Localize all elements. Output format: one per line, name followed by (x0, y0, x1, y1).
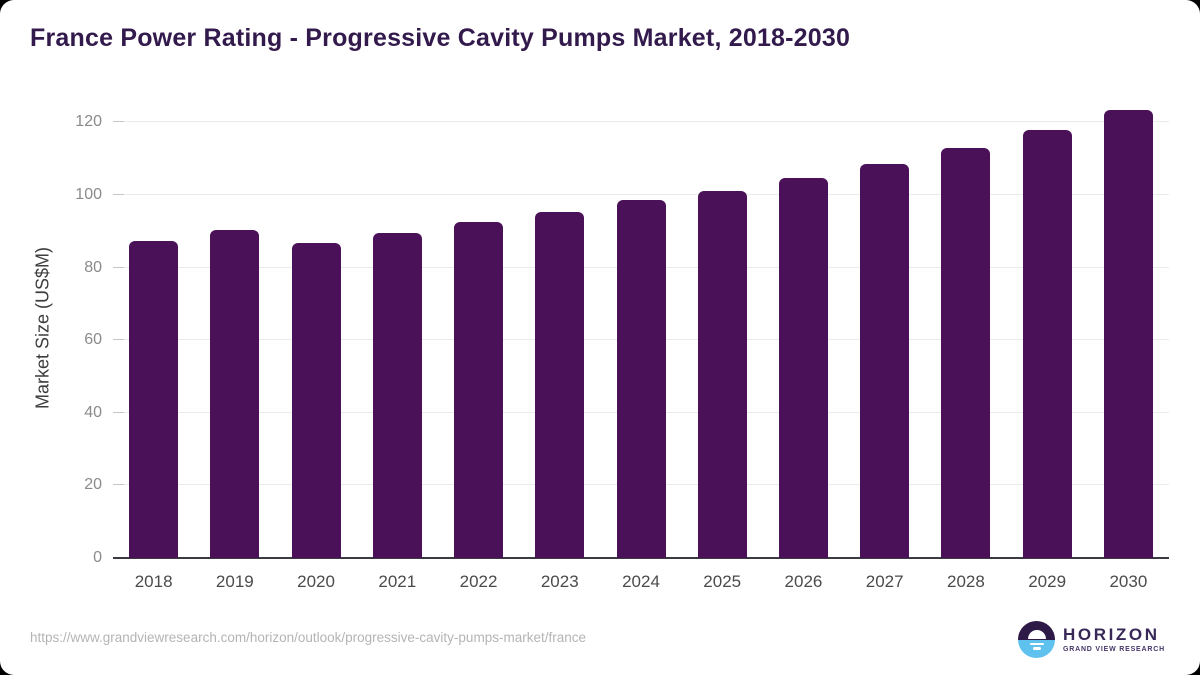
y-tick-label-0: 0 (93, 549, 102, 566)
x-tick-label-2024: 2024 (622, 572, 660, 591)
page-title: France Power Rating - Progressive Cavity… (30, 24, 851, 52)
horizon-logo: HORIZON GRAND VIEW RESEARCH (1018, 621, 1165, 658)
bar-2020[interactable] (291, 243, 341, 558)
x-axis-line (113, 557, 1169, 559)
y-tick-label-120: 120 (75, 113, 102, 131)
y-tick-mark (113, 484, 124, 486)
bar-2028[interactable] (941, 147, 991, 558)
y-tick-label-60: 60 (84, 331, 102, 349)
y-tick-mark (113, 121, 124, 123)
bar-2025[interactable] (697, 191, 747, 558)
bar-2022[interactable] (454, 221, 504, 558)
y-tick-mark (113, 194, 124, 195)
y-tick-mark (113, 411, 124, 413)
y-tick-label-80: 80 (84, 258, 102, 276)
bar-2026[interactable] (778, 177, 828, 558)
gridline-120 (113, 121, 1169, 123)
x-tick-label-2021: 2021 (378, 572, 417, 591)
logo-sun-dome (1027, 630, 1046, 639)
logo-ripple (1029, 642, 1044, 645)
y-axis-title: Market Size (US$M) (32, 246, 53, 410)
bar-2019[interactable] (210, 229, 260, 558)
bar-2018[interactable] (129, 240, 179, 558)
bar-2023[interactable] (535, 212, 585, 558)
x-tick-label-2026: 2026 (784, 572, 823, 591)
x-tick-label-2019: 2019 (215, 572, 254, 591)
x-tick-label-2028: 2028 (947, 572, 985, 591)
horizon-logo-icon (1018, 621, 1055, 658)
y-tick-label-100: 100 (75, 186, 102, 203)
y-tick-mark (113, 339, 124, 341)
logo-ripple (1032, 647, 1041, 650)
x-tick-label-2018: 2018 (134, 572, 173, 591)
x-tick-label-2023: 2023 (540, 572, 579, 591)
bar-2029[interactable] (1022, 130, 1072, 558)
y-tick-label-40: 40 (84, 403, 102, 421)
x-tick-label-2029: 2029 (1028, 572, 1067, 591)
bar-2027[interactable] (860, 163, 910, 558)
logo-text-block: HORIZON GRAND VIEW RESEARCH (1063, 625, 1165, 654)
y-tick-mark (113, 266, 124, 268)
x-tick-label-2030: 2030 (1109, 572, 1148, 591)
gridline-100 (113, 194, 1169, 195)
bar-chart-plot-area: 0 20 40 60 80 100 120 2018 2019 2020 2021 2022 2023 2… (75, 110, 1169, 591)
logo-name: HORIZON (1063, 625, 1160, 644)
bar-2030[interactable] (1103, 110, 1153, 558)
x-tick-label-2025: 2025 (703, 572, 742, 591)
source-url: https://www.grandviewresearch.com/horizo… (30, 630, 586, 645)
x-tick-label-2022: 2022 (459, 572, 498, 591)
logo-subtitle: GRAND VIEW RESEARCH (1063, 646, 1165, 653)
bar-2021[interactable] (372, 232, 422, 558)
bar-2024[interactable] (616, 200, 666, 558)
x-tick-label-2027: 2027 (865, 572, 904, 591)
x-tick-label-2020: 2020 (297, 572, 335, 591)
y-tick-label-20: 20 (84, 476, 102, 494)
